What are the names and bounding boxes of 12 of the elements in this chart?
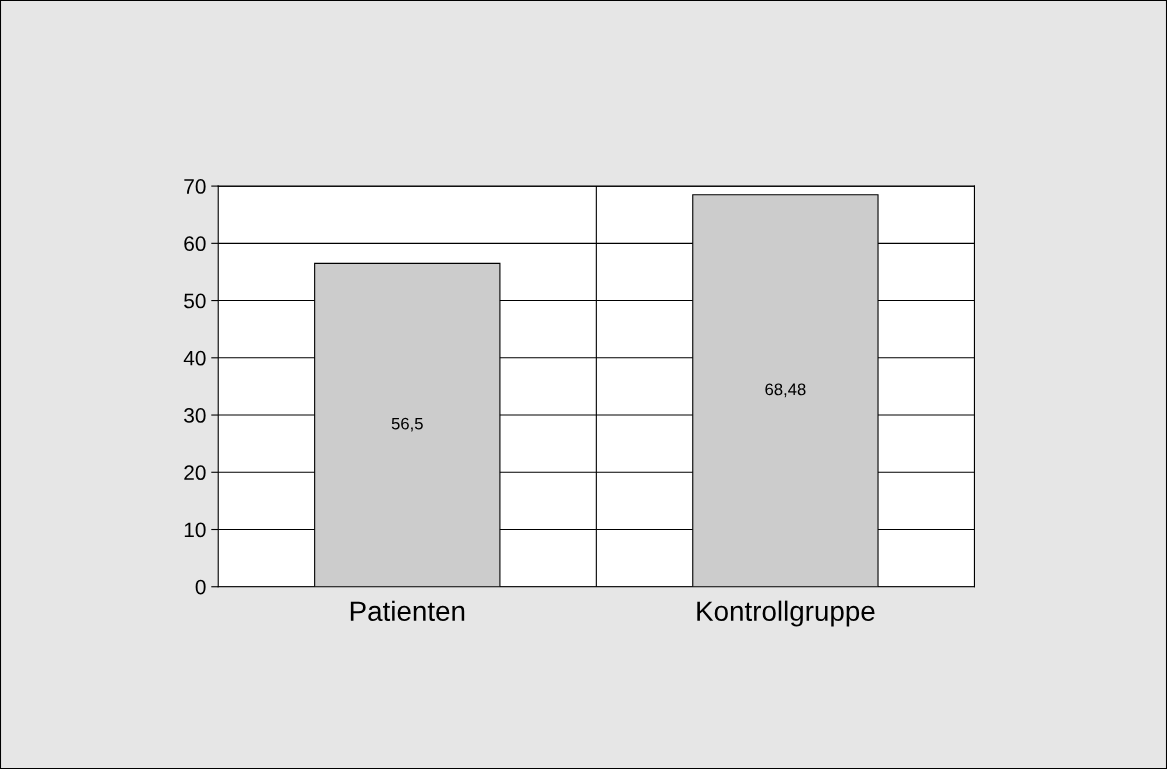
data-label: 68,48 [765, 383, 806, 398]
y-tick-label: 40 [183, 350, 206, 366]
y-tick-label: 60 [184, 236, 206, 252]
x-tick-label: Kontrollgruppe [697, 600, 875, 627]
y-tick-label: 10 [184, 522, 206, 538]
y-tick-label: 70 [184, 179, 206, 194]
x-tick-label: Patienten [350, 600, 465, 622]
y-tick-label: 30 [184, 408, 206, 423]
y-tick-label: 0 [195, 579, 206, 595]
data-label: 56,5 [391, 417, 423, 432]
y-tick-label: 20 [184, 465, 206, 481]
y-tick-label: 50 [184, 293, 206, 309]
